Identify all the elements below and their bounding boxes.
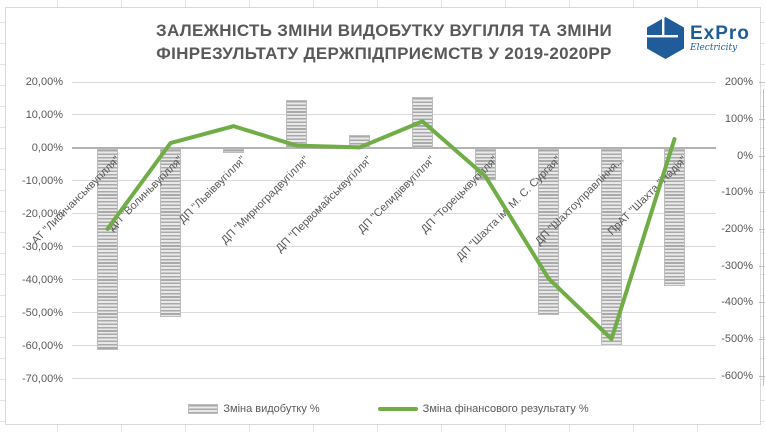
right-axis-tick-label: -400% — [721, 296, 753, 309]
right-axis-tick-label: -600% — [721, 369, 753, 382]
legend-item-production: Зміна видобутку % — [188, 403, 320, 415]
left-axis-tick-label: -70,00% — [22, 372, 63, 385]
right-axis-tick-label: -300% — [721, 259, 753, 272]
left-axis-tick-label: 0,00% — [31, 141, 63, 154]
legend-label-finresult: Зміна фінансового результату % — [422, 403, 589, 415]
line-series-swatch-icon — [377, 407, 418, 411]
left-axis-tick-label: -50,00% — [22, 306, 63, 319]
left-axis-tick-label: 10,00% — [25, 108, 63, 121]
bar — [412, 97, 433, 148]
left-axis-tick-label: 20,00% — [25, 76, 63, 88]
gridline — [72, 378, 716, 379]
gridline — [72, 114, 716, 116]
left-axis-tick-label: -10,00% — [22, 174, 63, 187]
left-axis-tick-label: -60,00% — [22, 339, 63, 352]
right-axis-tick-label: -500% — [721, 333, 753, 345]
expro-logo-text: ExPro Electricity — [690, 24, 750, 53]
right-axis-tick-label: -200% — [721, 222, 753, 235]
right-axis-tick — [759, 339, 765, 340]
right-axis-tick — [759, 118, 765, 120]
right-axis-tick-label: 100% — [724, 112, 753, 125]
right-axis-tick — [759, 82, 765, 84]
right-axis-tick — [759, 265, 765, 267]
bar — [349, 134, 370, 148]
gridline — [72, 81, 716, 83]
gridline — [72, 345, 716, 347]
chart-title-line2: ФІНРЕЗУЛЬТАТУ ДЕРЖПІДПРИЄМСТВ У 2019-202… — [156, 43, 612, 63]
right-axis-tick-label: 200% — [724, 76, 753, 89]
chart-title: ЗАЛЕЖНІСТЬ ЗМІНИ ВИДОБУТКУ ВУГІЛЛЯ ТА ЗМ… — [84, 20, 684, 66]
legend-label-production: Зміна видобутку % — [223, 403, 320, 415]
right-axis-line — [763, 89, 764, 386]
legend-item-finresult: Зміна фінансового результату % — [377, 403, 589, 415]
chart-area: ЗАЛЕЖНІСТЬ ЗМІНИ ВИДОБУТКУ ВУГІЛЛЯ ТА ЗМ… — [5, 7, 765, 425]
right-axis-tick — [759, 302, 765, 304]
left-axis-tick-label: -40,00% — [22, 273, 63, 286]
legend: Зміна видобутку % Зміна фінансового резу… — [6, 400, 765, 418]
expro-logo-tagline: Electricity — [690, 42, 738, 53]
expro-cube-icon — [647, 17, 684, 59]
expro-logo: ExPro Electricity — [647, 16, 752, 60]
chart-title-line1: ЗАЛЕЖНІСТЬ ЗМІНИ ВИДОБУТКУ ВУГІЛЛЯ ТА ЗМ… — [156, 21, 612, 40]
right-axis-tick-label: 0% — [737, 149, 753, 162]
left-axis-tick-label: -30,00% — [22, 240, 63, 253]
bar — [286, 100, 307, 148]
left-axis-tick-label: -20,00% — [22, 207, 63, 220]
expro-logo-name: ExPro — [690, 22, 750, 44]
right-axis-tick — [759, 192, 765, 194]
right-axis-tick-label: -100% — [721, 186, 753, 199]
bar-series-swatch-icon — [188, 404, 219, 414]
right-axis-tick — [759, 375, 765, 377]
right-axis-tick — [759, 155, 765, 157]
right-axis-tick — [759, 228, 765, 230]
bar — [223, 148, 244, 154]
